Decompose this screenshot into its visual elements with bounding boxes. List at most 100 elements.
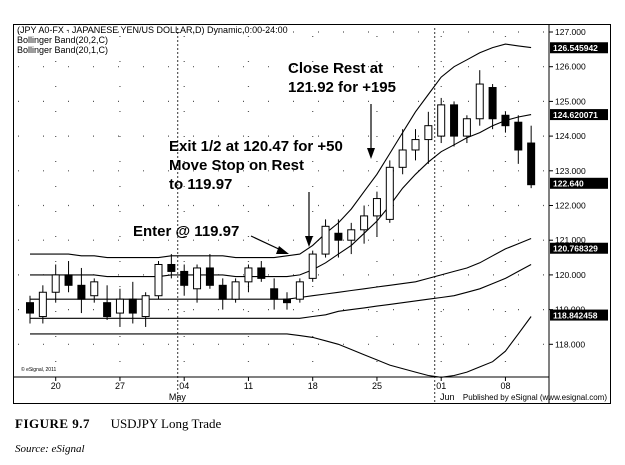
candle-body-up (385, 166, 394, 220)
figure-number: FIGURE 9.7 (15, 416, 91, 431)
candle-body-up (372, 198, 381, 217)
candle-body-down (64, 274, 73, 286)
candle-body-up (462, 118, 471, 137)
candle-body-up (193, 267, 202, 290)
x-tick-label: 20 (51, 381, 61, 391)
candle-body-up (475, 83, 484, 120)
figure-caption: FIGURE 9.7 USDJPY Long Trade (15, 416, 221, 432)
annotation-exit-line3: to 119.97 (169, 176, 233, 193)
candle-body-down (218, 284, 227, 300)
chart-header-band-1sd: Bollinger Band(20,1,C) (17, 45, 109, 55)
candle-body-up (411, 139, 420, 151)
y-tick-label: 120.000 (555, 270, 586, 280)
annotation-arrows (250, 104, 375, 254)
x-tick-label: 18 (308, 381, 318, 391)
y-tick-label: 127.000 (555, 27, 586, 37)
exit-arrowhead (305, 236, 313, 247)
candle-body-down (128, 298, 137, 314)
candle-body-down (167, 263, 176, 272)
candle-body-up (295, 281, 304, 300)
band-upper_band_1sd (30, 114, 532, 278)
annotation-close-rest-line2: 121.92 for +195 (288, 79, 396, 96)
annotation-enter: Enter @ 119.97 (133, 223, 240, 240)
value-box-label: 126.545942 (553, 43, 598, 53)
value-box-label: 120.768329 (553, 243, 598, 253)
x-tick-label: 01 (436, 381, 446, 391)
y-axis: 127.000 126.000 125.000 124.000 123.000 122.0… (548, 24, 586, 404)
candle-body-down (77, 284, 86, 300)
month-separators (177, 28, 436, 403)
x-tick-label: 11 (244, 381, 253, 391)
enter-arrow (250, 235, 284, 252)
x-tick-label: 27 (115, 381, 125, 391)
x-tick-label: 08 (500, 381, 510, 391)
band-lower_band_2sd (30, 316, 532, 378)
candle-body-up (141, 295, 150, 318)
y-tick-label: 122.000 (555, 201, 586, 211)
value-box (550, 309, 608, 321)
x-month-label: Jun (440, 392, 455, 402)
grid-layer (18, 31, 549, 377)
candle-body-down (334, 232, 343, 241)
candle-body-up (321, 225, 330, 255)
bollinger-bands (30, 43, 532, 378)
candle-body-up (360, 215, 369, 231)
value-box-label: 122.640 (553, 178, 584, 188)
enter-arrowhead (276, 246, 289, 254)
candle-body-down (527, 142, 536, 186)
value-box (550, 177, 608, 189)
chart-header-band-2sd: Bollinger Band(20,2,C) (17, 35, 109, 45)
candle-body-down (26, 302, 34, 314)
candle-body-down (450, 104, 459, 137)
candle-body-up (38, 291, 47, 318)
value-box (550, 109, 608, 121)
right-value-boxes: 126.545942 124.620071 122.640 120.768329 118… (550, 42, 608, 321)
candle-body-up (90, 281, 99, 297)
candle-body-up (154, 263, 163, 297)
candle-body-up (424, 125, 433, 141)
candle-body-down (283, 298, 291, 304)
candle-body-up (398, 149, 407, 168)
price-chart: 127.000 126.000 125.000 124.000 123.000 122.0… (13, 24, 608, 404)
candle-body-down (270, 288, 279, 300)
band-middle_band (30, 237, 532, 300)
annotation-exit-line2: Move Stop on Rest (169, 157, 305, 174)
y-tick-label: 125.000 (555, 96, 586, 106)
candle-body-up (308, 253, 317, 279)
x-month-label: May (169, 392, 187, 402)
candle-body-down (205, 267, 214, 286)
candle-body-up (115, 298, 124, 314)
value-box (550, 242, 608, 254)
band-lower_band_1sd (30, 264, 532, 319)
figure-source: Source: eSignal (15, 443, 85, 455)
y-tick-label: 121.000 (555, 235, 586, 245)
annotation-close-rest-line1: Close Rest at (288, 60, 384, 77)
candle-body-down (180, 270, 189, 286)
value-box-label: 118.842458 (553, 310, 598, 320)
x-tick-label: 04 (179, 381, 189, 391)
value-box-label: 124.620071 (553, 110, 598, 120)
candle-body-up (347, 229, 356, 241)
y-tick-label: 118.000 (555, 339, 585, 349)
value-box (550, 42, 608, 54)
candle-body-down (514, 121, 523, 151)
close-rest-arrowhead (367, 148, 375, 159)
candle-body-down (501, 114, 510, 127)
candle-body-up (437, 104, 446, 137)
figure-title: USDJPY Long Trade (110, 416, 222, 431)
esignal-mark: © eSignal, 2011 (21, 367, 57, 373)
annotation-exit-line1: Exit 1/2 at 120.47 for +50 (169, 138, 343, 155)
y-tick-label: 124.000 (555, 131, 586, 141)
publisher-credit: Published by eSignal (www.esignal.com) (462, 393, 607, 402)
x-axis: 20 27 04 11 18 25 01 08 May Jun (13, 376, 549, 402)
candles (26, 70, 536, 327)
candle-body-down (257, 267, 266, 279)
candle-body-up (244, 267, 253, 283)
candle-body-down (103, 302, 112, 318)
candle-body-up (51, 274, 60, 293)
band-upper_band_2sd (30, 43, 532, 259)
y-tick-label: 123.000 (555, 166, 586, 176)
chart-header-symbol: (JPY A0-FX - JAPANESE YEN/US DOLLAR,D) D… (17, 25, 288, 35)
y-tick-label: 126.000 (555, 62, 586, 72)
candle-body-up (231, 281, 240, 300)
